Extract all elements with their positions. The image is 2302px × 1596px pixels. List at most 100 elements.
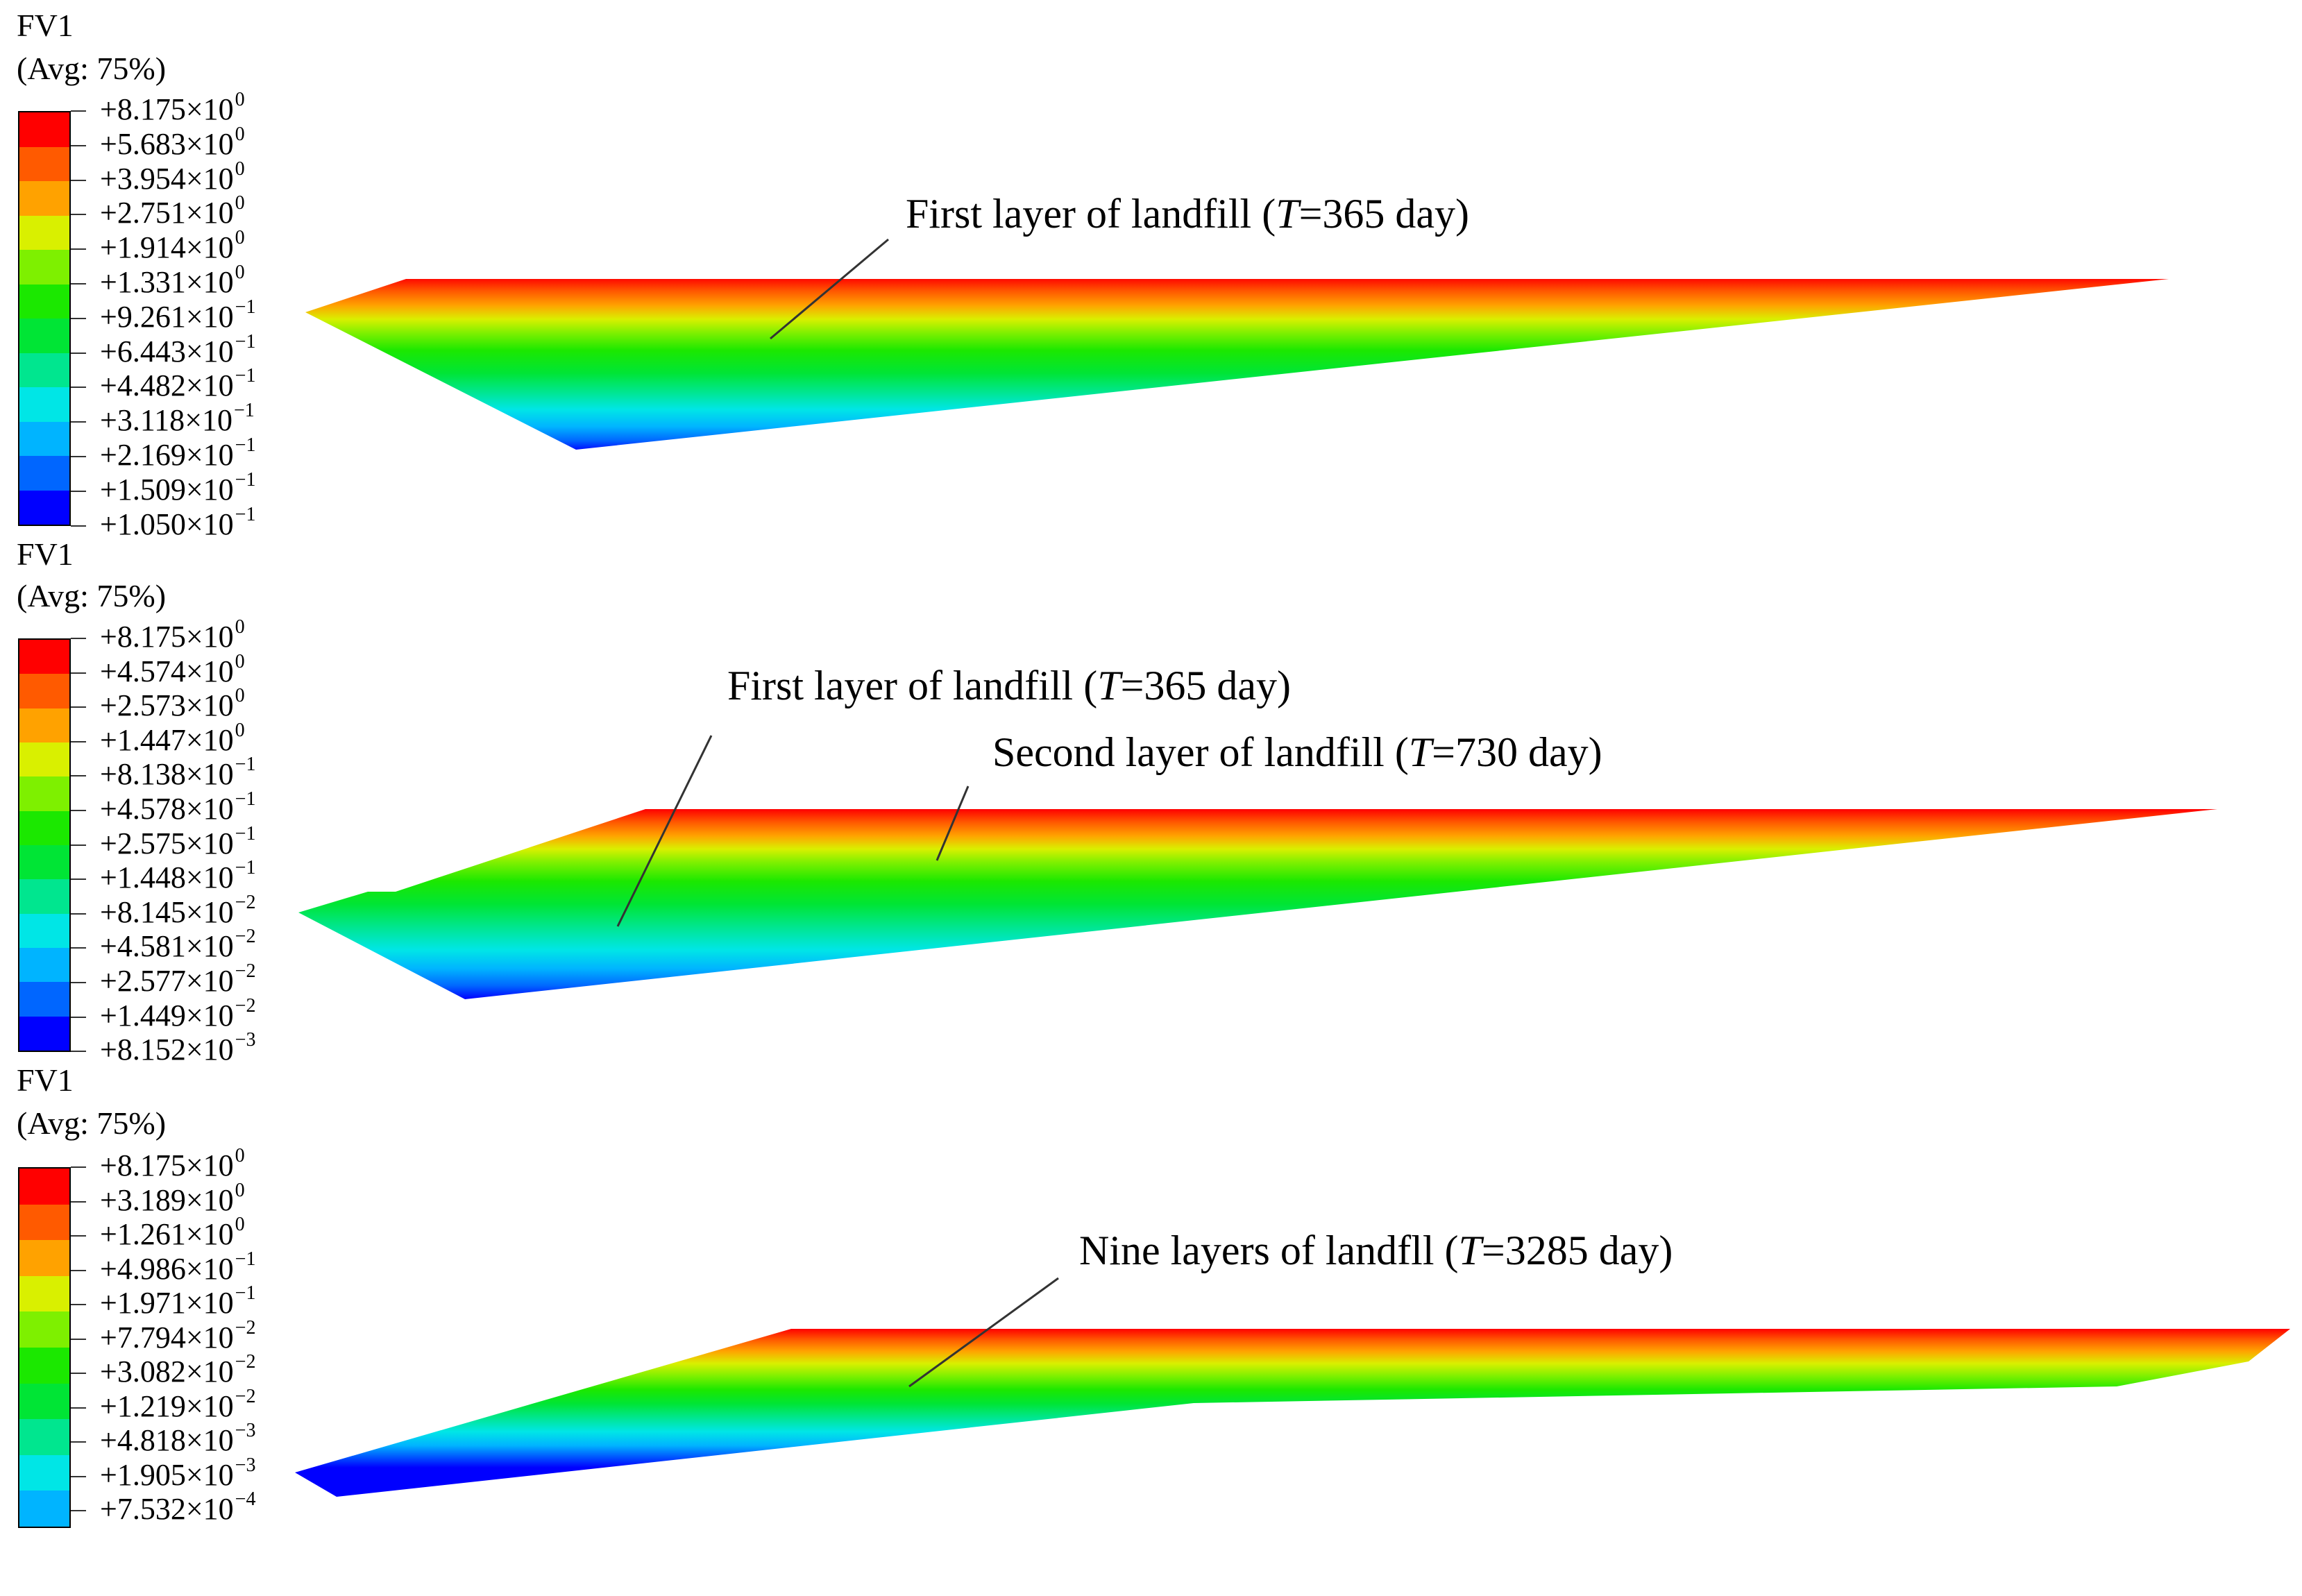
tick-exponent: 0 (235, 719, 245, 741)
tick-mark (71, 740, 86, 742)
tick-exponent: 0 (235, 1214, 245, 1235)
tick-mark (71, 1373, 86, 1374)
tick-mark (71, 1475, 86, 1477)
tick-mark (71, 214, 86, 216)
tick-label: +4.578×10−1 (100, 790, 255, 824)
contour-plot-3: Nine layers of landfll (T=3285 day) (295, 1228, 2290, 1497)
tick-base: ×10 (185, 438, 234, 472)
landfill-layers-1-2 (298, 809, 2217, 999)
tick-exponent: 0 (235, 1179, 245, 1201)
color-legend: FV1 (Avg: 75%) +8.175×100 +5.683×100 +3.95… (0, 0, 361, 540)
tick-base: ×10 (185, 403, 233, 438)
tick-mark (71, 1304, 86, 1305)
tick-mantissa: +4.986 (100, 1251, 186, 1286)
annotation-label: First layer of landfill (T=365 day) (906, 191, 1469, 237)
tick-base: ×10 (185, 507, 234, 541)
tick-mark (71, 1441, 86, 1443)
tick-mantissa: +8.152 (100, 1033, 186, 1067)
tick-exponent: −4 (235, 1488, 256, 1510)
tick-base: ×10 (185, 1492, 234, 1526)
tick-base: ×10 (185, 299, 234, 334)
legend-variable: FV1 (17, 8, 74, 43)
tick-mark (71, 456, 86, 457)
contour-plot-1: First layer of landfill (T=365 day) (305, 191, 2169, 450)
color-swatch (19, 776, 69, 811)
tick-mark (71, 775, 86, 777)
tick-label: +4.818×10−3 (100, 1421, 255, 1456)
color-swatch (19, 319, 69, 353)
tick-exponent: −1 (235, 365, 256, 387)
tick-base: ×10 (185, 757, 234, 792)
color-swatch (19, 1275, 69, 1312)
tick-label: +1.509×10−1 (100, 470, 255, 505)
contour-plot-2: First layer of landfill (T=365 day) Seco… (298, 663, 2217, 999)
tick-exponent: −1 (235, 754, 256, 776)
tick-exponent: −1 (235, 296, 256, 318)
tick-exponent: −1 (235, 1248, 256, 1270)
tick-mantissa: +2.577 (100, 964, 186, 998)
tick-mark (71, 248, 86, 251)
legend-averaging: (Avg: 75%) (17, 1105, 167, 1141)
tick-mark (71, 1166, 86, 1168)
tick-label: +3.118×10−1 (100, 401, 255, 438)
tick-base: ×10 (185, 230, 234, 265)
tick-exponent: −1 (235, 822, 256, 844)
tick-label: +1.971×10−1 (100, 1284, 255, 1320)
tick-mantissa: +2.169 (100, 438, 186, 472)
tick-base: ×10 (185, 1033, 234, 1067)
tick-base: ×10 (185, 654, 234, 688)
color-swatch (19, 1454, 69, 1491)
tick-mantissa: +1.971 (100, 1286, 186, 1320)
tick-mantissa: +4.482 (100, 368, 186, 403)
tick-mantissa: +1.050 (100, 507, 186, 541)
tick-mark (71, 1016, 86, 1018)
tick-mark (71, 947, 86, 949)
color-swatch (19, 421, 69, 456)
color-swatch (19, 844, 69, 880)
tick-label: +7.532×10−4 (100, 1490, 255, 1526)
tick-base: ×10 (185, 929, 234, 964)
tick-label: +2.573×100 (100, 686, 245, 723)
tick-base: ×10 (185, 826, 234, 860)
tick-exponent: 0 (235, 650, 245, 672)
tick-base: ×10 (185, 1182, 234, 1217)
tick-mark (71, 1200, 86, 1203)
tick-label: +5.683×100 (100, 124, 245, 160)
tick-label: +8.175×100 (100, 618, 245, 654)
tick-exponent: −1 (235, 788, 256, 810)
color-swatch (19, 1383, 69, 1420)
color-swatch (19, 879, 69, 914)
tick-label: +2.751×100 (100, 194, 245, 230)
tick-exponent: −3 (235, 1420, 256, 1441)
tick-mantissa: +2.575 (100, 826, 186, 860)
tick-label: +4.581×10−2 (100, 927, 255, 964)
annotation-label: Nine layers of landfll (T=3285 day) (1079, 1228, 1673, 1273)
color-swatch (19, 1204, 69, 1241)
tick-exponent: 0 (235, 158, 245, 180)
tick-base: ×10 (185, 620, 234, 654)
color-swatch (19, 674, 69, 708)
tick-label: +4.986×10−1 (100, 1249, 255, 1286)
color-bar (18, 1167, 71, 1528)
tick-base: ×10 (185, 92, 234, 126)
tick-label: +6.443×10−1 (100, 332, 255, 367)
tick-base: ×10 (185, 860, 234, 895)
tick-mark (71, 706, 86, 708)
tick-exponent: −1 (235, 857, 256, 879)
legend-averaging: (Avg: 75%) (17, 51, 167, 86)
tick-mark (71, 810, 86, 811)
color-swatch (19, 1311, 69, 1348)
legend-averaging: (Avg: 75%) (17, 578, 167, 613)
tick-mark (71, 352, 86, 354)
tick-label: +3.082×10−2 (100, 1352, 255, 1389)
tick-mantissa: +3.189 (100, 1182, 186, 1217)
tick-mantissa: +3.082 (100, 1355, 186, 1389)
color-swatch (19, 1016, 69, 1051)
tick-mark (71, 878, 86, 881)
tick-mark (71, 1051, 86, 1053)
tick-base: ×10 (185, 688, 234, 723)
color-swatch (19, 112, 69, 147)
tick-mantissa: +2.751 (100, 196, 186, 230)
tick-exponent: 0 (235, 227, 245, 249)
tick-exponent: 0 (235, 192, 245, 214)
